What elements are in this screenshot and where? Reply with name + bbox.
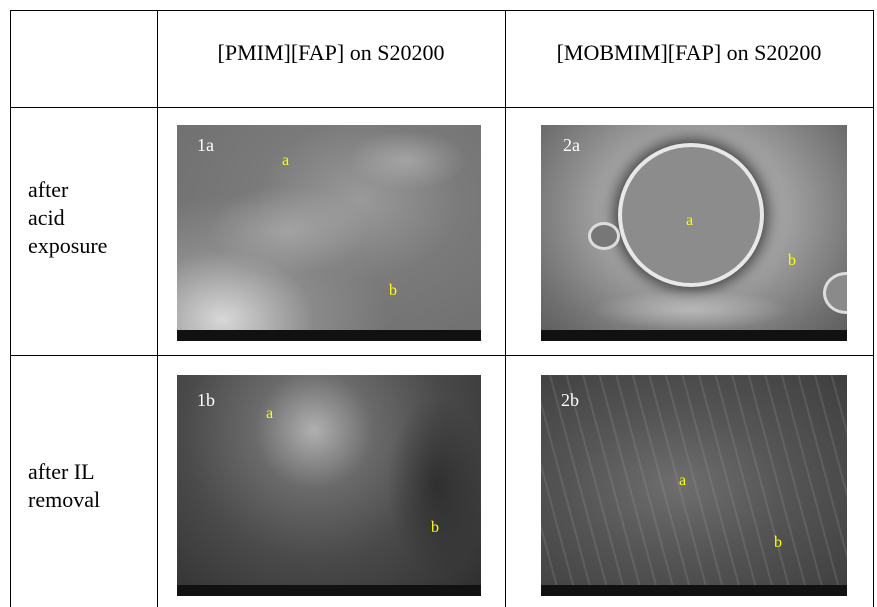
sem-image: 2b a b	[541, 375, 847, 596]
sem-image: 2a a b	[541, 125, 847, 341]
image-id: 2a	[563, 135, 580, 156]
row-label: after acid exposure	[28, 176, 107, 260]
row-label-line: after	[28, 176, 107, 204]
border	[505, 10, 506, 607]
column-header: [PMIM][FAP] on S20200	[157, 40, 505, 66]
row-label-line: acid	[28, 204, 107, 232]
border	[10, 10, 874, 11]
point-label: b	[431, 519, 439, 537]
point-label: a	[679, 472, 686, 490]
image-id: 2b	[561, 390, 579, 411]
row-label-line: after IL	[28, 458, 100, 486]
point-label: a	[282, 152, 289, 170]
border	[10, 355, 874, 356]
point-label: a	[266, 405, 273, 423]
border	[10, 107, 874, 108]
column-header: [MOBMIM][FAP] on S20200	[505, 40, 873, 66]
point-label: a	[686, 212, 693, 230]
page: {"table": { "columns": ["[PMIM][FAP] on …	[0, 0, 877, 607]
point-label: b	[774, 534, 782, 552]
point-label: b	[389, 282, 397, 300]
image-id: 1a	[197, 135, 214, 156]
border	[10, 10, 11, 607]
sem-image: 1b a b	[177, 375, 481, 596]
point-label: b	[788, 252, 796, 270]
image-id: 1b	[197, 390, 215, 411]
row-label: after IL removal	[28, 458, 100, 514]
row-label-line: exposure	[28, 232, 107, 260]
row-label-line: removal	[28, 486, 100, 514]
border	[157, 10, 158, 607]
border	[873, 10, 874, 607]
sem-image: 1a a b	[177, 125, 481, 341]
